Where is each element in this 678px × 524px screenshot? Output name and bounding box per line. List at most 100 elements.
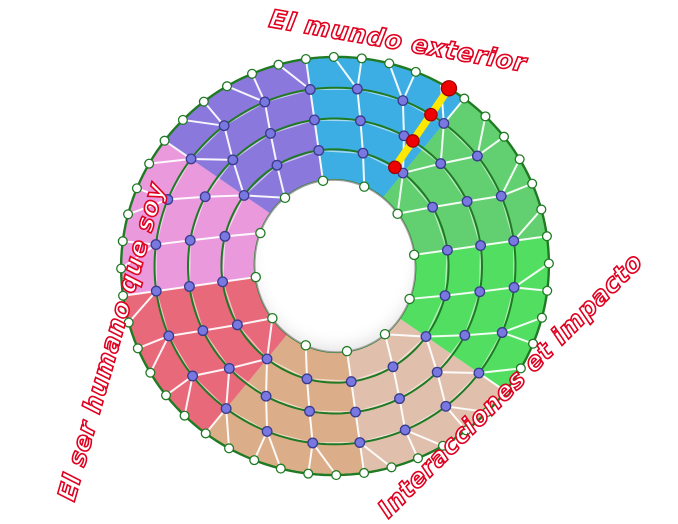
ring-node-edge[interactable]	[199, 97, 208, 106]
ring-node-mid[interactable]	[225, 364, 235, 374]
ring-node-mid[interactable]	[428, 202, 438, 212]
ring-node-edge[interactable]	[225, 444, 234, 453]
ring-node-mid[interactable]	[198, 326, 208, 336]
ring-node-mid[interactable]	[185, 236, 195, 246]
ring-node-edge[interactable]	[516, 364, 525, 373]
ring-node-mid[interactable]	[305, 406, 315, 416]
ring-node-mid[interactable]	[221, 404, 231, 414]
ring-node-edge[interactable]	[256, 228, 265, 237]
ring-node-mid[interactable]	[358, 148, 368, 158]
ring-node-edge[interactable]	[274, 60, 283, 69]
ring-node-mid[interactable]	[233, 320, 243, 330]
ring-node-edge[interactable]	[304, 469, 313, 478]
ring-node-edge[interactable]	[301, 341, 310, 350]
ring-node-mid[interactable]	[443, 245, 453, 255]
ring-node-edge[interactable]	[250, 456, 259, 465]
ring-node-edge[interactable]	[117, 264, 126, 273]
highlight-node-2[interactable]	[425, 108, 437, 120]
ring-node-mid[interactable]	[266, 129, 276, 139]
ring-node-edge[interactable]	[223, 82, 232, 91]
ring-node-edge[interactable]	[500, 132, 509, 141]
highlight-node-1[interactable]	[407, 135, 419, 147]
highlight-node-3[interactable]	[441, 81, 456, 96]
ring-node-mid[interactable]	[440, 291, 450, 301]
ring-node-mid[interactable]	[262, 354, 272, 364]
radial-mandala-donut[interactable]	[0, 0, 678, 512]
ring-node-mid[interactable]	[497, 328, 507, 338]
ring-node-mid[interactable]	[496, 191, 506, 201]
ring-node-edge[interactable]	[545, 259, 554, 268]
ring-node-mid[interactable]	[260, 97, 270, 107]
ring-node-edge[interactable]	[118, 237, 127, 246]
ring-node-edge[interactable]	[332, 471, 341, 480]
ring-node-mid[interactable]	[219, 121, 229, 131]
ring-node-edge[interactable]	[380, 330, 389, 339]
ring-node-mid[interactable]	[460, 331, 470, 341]
ring-node-edge[interactable]	[543, 232, 552, 241]
ring-node-mid[interactable]	[164, 331, 174, 341]
ring-node-edge[interactable]	[483, 408, 492, 417]
ring-node-edge[interactable]	[251, 273, 260, 282]
ring-node-edge[interactable]	[357, 54, 366, 63]
ring-node-mid[interactable]	[509, 283, 519, 293]
ring-node-mid[interactable]	[398, 96, 408, 106]
ring-node-edge[interactable]	[528, 179, 537, 188]
ring-node-mid[interactable]	[308, 438, 318, 448]
ring-node-mid[interactable]	[228, 155, 238, 165]
ring-node-edge[interactable]	[133, 344, 142, 353]
ring-node-mid[interactable]	[353, 84, 363, 94]
ring-node-edge[interactable]	[411, 67, 420, 76]
ring-node-edge[interactable]	[410, 250, 419, 259]
ring-node-mid[interactable]	[439, 119, 449, 129]
ring-node-edge[interactable]	[360, 469, 369, 478]
ring-node-edge[interactable]	[405, 294, 414, 303]
ring-node-edge[interactable]	[515, 155, 524, 164]
ring-node-edge[interactable]	[460, 94, 469, 103]
highlight-node-0[interactable]	[389, 161, 401, 173]
ring-node-mid[interactable]	[151, 240, 161, 250]
ring-node-edge[interactable]	[393, 209, 402, 218]
ring-node-edge[interactable]	[342, 347, 351, 356]
ring-node-edge[interactable]	[268, 314, 277, 323]
ring-node-mid[interactable]	[351, 407, 361, 417]
ring-node-edge[interactable]	[501, 387, 510, 396]
ring-node-mid[interactable]	[355, 438, 365, 448]
ring-node-edge[interactable]	[162, 391, 171, 400]
ring-node-mid[interactable]	[436, 159, 446, 169]
ring-node-edge[interactable]	[414, 454, 423, 463]
ring-node-mid[interactable]	[474, 368, 484, 378]
ring-node-edge[interactable]	[201, 429, 210, 438]
ring-node-edge[interactable]	[318, 176, 327, 185]
ring-node-edge[interactable]	[160, 136, 169, 145]
ring-node-mid[interactable]	[476, 241, 486, 251]
ring-node-mid[interactable]	[395, 394, 405, 404]
ring-node-edge[interactable]	[543, 286, 552, 295]
ring-node-mid[interactable]	[261, 391, 271, 401]
ring-node-edge[interactable]	[280, 193, 289, 202]
ring-node-mid[interactable]	[262, 427, 272, 437]
ring-node-edge[interactable]	[385, 59, 394, 68]
ring-node-edge[interactable]	[529, 339, 538, 348]
ring-node-edge[interactable]	[119, 291, 128, 300]
ring-node-edge[interactable]	[462, 426, 471, 435]
ring-node-edge[interactable]	[439, 441, 448, 450]
ring-node-edge[interactable]	[360, 182, 369, 191]
ring-node-edge[interactable]	[180, 411, 189, 420]
ring-node-edge[interactable]	[124, 210, 133, 219]
ring-node-mid[interactable]	[151, 286, 161, 296]
ring-node-mid[interactable]	[310, 115, 320, 125]
ring-node-edge[interactable]	[133, 184, 142, 193]
ring-node-mid[interactable]	[356, 116, 366, 126]
ring-node-mid[interactable]	[163, 195, 173, 205]
ring-node-mid[interactable]	[305, 85, 315, 95]
ring-node-edge[interactable]	[302, 55, 311, 64]
ring-node-mid[interactable]	[432, 367, 442, 377]
ring-node-edge[interactable]	[538, 313, 547, 322]
ring-node-edge[interactable]	[248, 69, 257, 78]
ring-node-edge[interactable]	[145, 159, 154, 168]
ring-node-edge[interactable]	[124, 318, 133, 327]
ring-node-mid[interactable]	[441, 402, 451, 412]
ring-node-mid[interactable]	[314, 146, 324, 156]
ring-node-mid[interactable]	[272, 160, 282, 170]
ring-node-mid[interactable]	[388, 362, 398, 372]
